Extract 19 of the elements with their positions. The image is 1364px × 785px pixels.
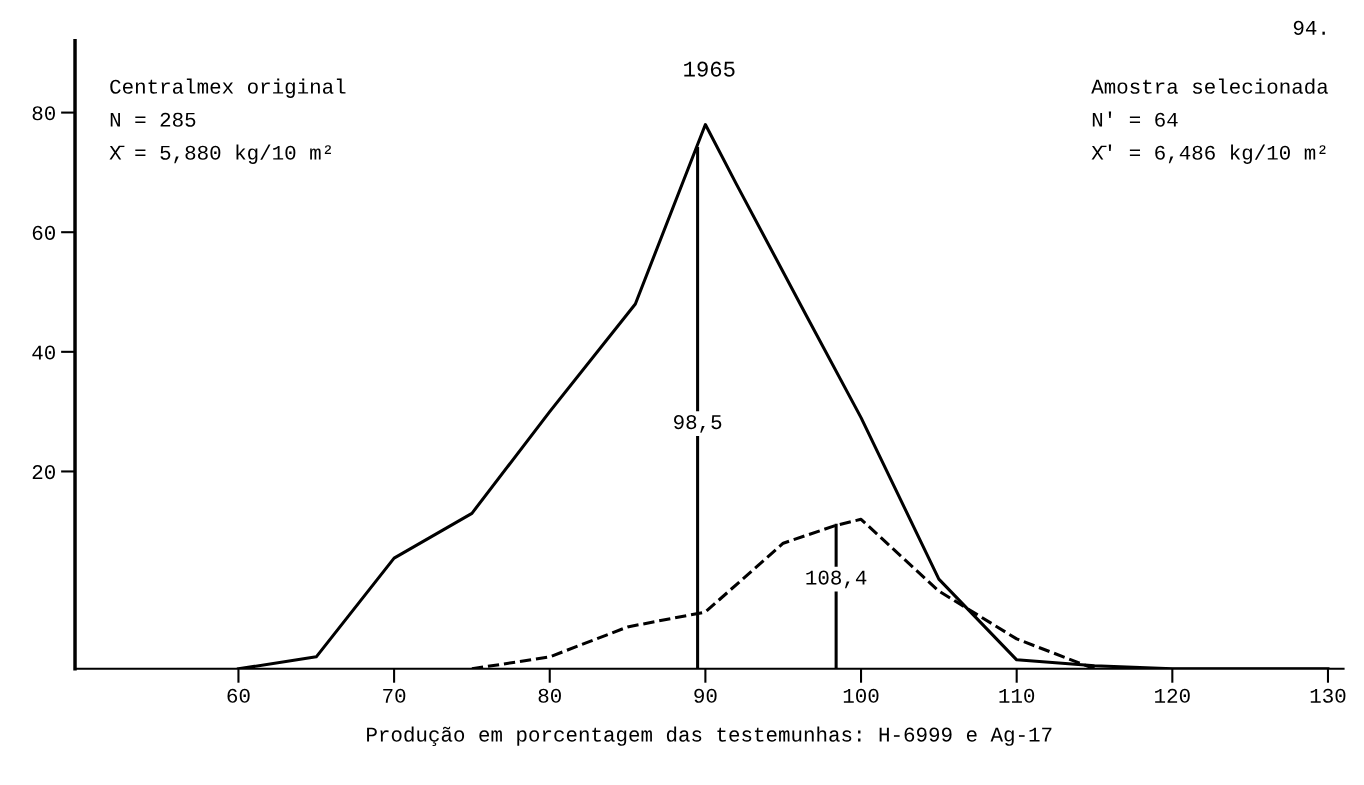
text: 1965 bbox=[684, 61, 735, 77]
annotation: Amostra selecionada N' = 64 X̄' = 6,486 kg/10 m² bbox=[1091, 78, 1329, 164]
x-tick-label: 120 bbox=[1155, 688, 1190, 703]
text: 94. bbox=[1293, 20, 1325, 35]
y-tick-label: 60 bbox=[32, 225, 55, 240]
x-tick-label: 100 bbox=[843, 688, 879, 703]
x-tick-label: 70 bbox=[383, 688, 406, 703]
annotation: Centralmex original N = 285 X̄ = 5,880 kg/10 m² bbox=[109, 78, 346, 164]
annotation: 98,5 bbox=[674, 415, 722, 433]
x-tick-label: 90 bbox=[694, 688, 717, 703]
x-tick-label: 60 bbox=[227, 688, 250, 703]
x-tick-label: 110 bbox=[999, 688, 1035, 703]
y-tick-label: 20 bbox=[32, 465, 55, 480]
y-tick-label: 80 bbox=[32, 106, 55, 121]
annotation: 108,4 bbox=[806, 570, 867, 589]
x-axis-title: Produção em porcentagem das testemunhas: H-6999 e Ag-17 bbox=[367, 726, 1052, 747]
x-tick-label: 130 bbox=[1310, 688, 1346, 703]
y-tick-label: 40 bbox=[32, 345, 55, 360]
x-tick-label: 80 bbox=[538, 688, 561, 703]
